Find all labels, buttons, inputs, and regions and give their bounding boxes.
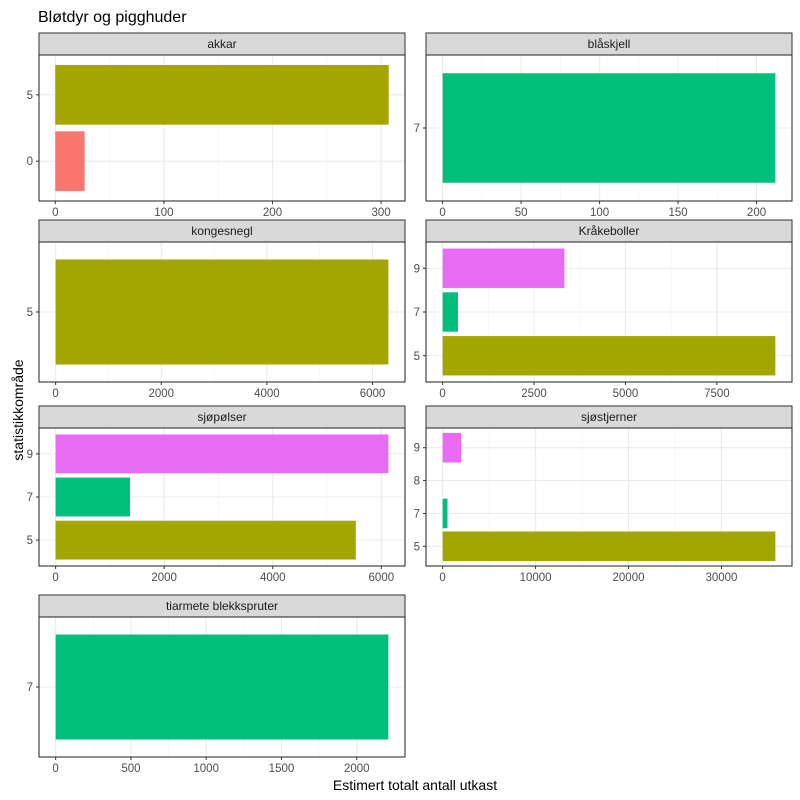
y-tick-label: 8	[414, 476, 420, 488]
bar-sjøpølser-omrade-9	[55, 434, 389, 474]
chart-title: Bløtdyr og pigghuder	[38, 9, 187, 26]
x-tick-label: 7500	[704, 388, 730, 400]
y-tick-label: 5	[27, 307, 33, 319]
facet-panel-akkar: akkar 0 100 200 300 0 5	[27, 32, 406, 219]
x-tick-label: 20000	[613, 572, 645, 584]
x-tick-label: 300	[372, 207, 391, 219]
y-tick-label: 9	[414, 443, 420, 455]
y-tick-label: 0	[27, 156, 33, 168]
x-tick-label: 30000	[705, 572, 737, 584]
x-tick-label: 0	[52, 572, 58, 584]
x-tick-label: 0	[439, 572, 445, 584]
facet-panel-kongesnegl: kongesnegl 0 2000 4000 6000 5	[27, 219, 406, 400]
facet-strip-label: sjøstjerner	[581, 410, 637, 424]
x-tick-label: 2000	[344, 763, 370, 775]
bar-sjøpølser-omrade-7	[55, 477, 130, 517]
y-tick-label: 9	[27, 449, 33, 461]
x-tick-label: 0	[52, 763, 58, 775]
x-tick-label: 4000	[254, 388, 280, 400]
bar-sjøstjerner-omrade-9	[442, 432, 462, 463]
x-tick-label: 1000	[193, 763, 219, 775]
x-tick-label: 200	[263, 207, 282, 219]
y-tick-label: 5	[414, 541, 420, 553]
facet-panel-sjøstjerner: sjøstjerner 0 10000 20000 30000 5 7 8 9	[414, 405, 793, 584]
y-axis-title: statistikkområde	[10, 359, 26, 460]
facet-panel-kråkeboller: Kråkeboller 0 2500 5000 7500 5 7 9	[414, 219, 793, 400]
x-tick-label: 50	[515, 207, 528, 219]
y-tick-label: 7	[414, 123, 420, 135]
x-tick-label: 5000	[613, 388, 639, 400]
bar-kråkeboller-omrade-9	[442, 248, 565, 288]
bar-kråkeboller-omrade-5	[442, 336, 776, 376]
x-tick-label: 100	[590, 207, 609, 219]
bar-sjøstjerner-omrade-5	[442, 531, 776, 562]
x-tick-label: 2000	[148, 388, 174, 400]
facet-strip-label: blåskjell	[588, 37, 631, 51]
y-tick-label: 5	[27, 90, 33, 102]
x-tick-label: 1500	[269, 763, 295, 775]
facet-panel-tiarmete-blekkspruter: tiarmete blekkspruter 0 500 1000 1500 2000 7	[27, 594, 406, 775]
y-tick-label: 7	[27, 492, 33, 504]
x-tick-label: 150	[668, 207, 687, 219]
y-tick-label: 5	[27, 535, 33, 547]
panel-border	[38, 54, 406, 202]
bar-sjøpølser-omrade-5	[55, 520, 356, 560]
x-tick-label: 500	[121, 763, 140, 775]
x-tick-label: 2500	[521, 388, 547, 400]
facet-strip-label: sjøpølser	[197, 410, 246, 424]
x-tick-label: 6000	[369, 572, 395, 584]
x-tick-label: 0	[52, 207, 58, 219]
bar-akkar-omrade-0	[55, 131, 85, 192]
bar-sjøstjerner-omrade-7	[442, 498, 448, 529]
bar-kongesnegl-omrade-5	[55, 259, 389, 365]
facet-panel-blåskjell: blåskjell 0 50 100 150 200 7	[414, 32, 793, 219]
x-tick-label: 0	[439, 207, 445, 219]
panel-border	[425, 427, 793, 567]
x-tick-label: 200	[747, 207, 766, 219]
y-tick-label: 5	[414, 351, 420, 363]
x-tick-label: 0	[52, 388, 58, 400]
x-tick-label: 2000	[151, 572, 177, 584]
facet-panel-sjøpølser: sjøpølser 0 2000 4000 6000 5 7 9	[27, 405, 406, 584]
x-tick-label: 0	[439, 388, 445, 400]
facet-strip-label: tiarmete blekkspruter	[166, 599, 278, 613]
bar-akkar-omrade-5	[55, 64, 389, 125]
y-tick-label: 7	[414, 508, 420, 520]
y-tick-label: 9	[414, 263, 420, 275]
bar-tiarmete-blekkspruter-omrade-7	[55, 634, 389, 740]
x-axis-title: Estimert totalt antall utkast	[333, 777, 497, 793]
x-tick-label: 10000	[520, 572, 552, 584]
x-tick-label: 100	[154, 207, 173, 219]
facet-strip-label: akkar	[207, 37, 236, 51]
facet-strip-label: kongesnegl	[191, 224, 252, 238]
bar-kråkeboller-omrade-7	[442, 292, 458, 332]
y-tick-label: 7	[414, 307, 420, 319]
bar-blåskjell-omrade-7	[442, 73, 776, 183]
x-tick-label: 4000	[260, 572, 286, 584]
x-tick-label: 6000	[360, 388, 386, 400]
y-tick-label: 7	[27, 682, 33, 694]
facet-strip-label: Kråkeboller	[579, 224, 640, 238]
